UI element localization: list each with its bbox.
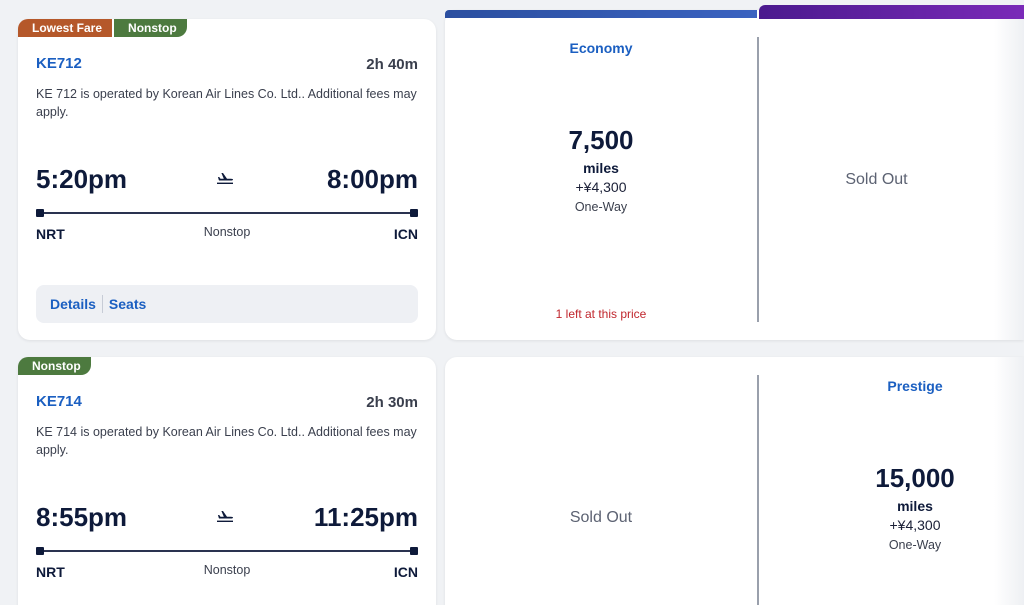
- flight-card-ke712: Lowest Fare Nonstop KE712 2h 40m KE 712 …: [18, 19, 436, 340]
- operator-note: KE 714 is operated by Korean Air Lines C…: [36, 425, 417, 457]
- airplane-icon: [217, 173, 233, 184]
- miles-amount: 7,500: [568, 125, 634, 155]
- miles-unit: miles: [583, 160, 619, 176]
- prestige-fare-ke714[interactable]: Prestige 15,000 miles +¥4,300 One-Way: [759, 357, 1024, 605]
- seats-remaining-warning: 1 left at this price: [555, 307, 647, 321]
- flight-actions-bar: Details Seats: [36, 285, 418, 323]
- scroll-fade: [994, 19, 1024, 340]
- lowest-fare-badge: Lowest Fare: [18, 19, 113, 37]
- fare-panel-2: [445, 357, 1024, 605]
- destination-marker: [410, 547, 418, 555]
- fare-divider: [757, 375, 759, 605]
- prestige-fare-ke712: Sold Out: [759, 19, 994, 340]
- arrival-time: 11:25pm: [313, 502, 418, 532]
- origin-airport: NRT: [36, 564, 65, 580]
- miles-amount: 15,000: [875, 463, 955, 493]
- sold-out-label: Sold Out: [845, 171, 908, 188]
- badge-group: Lowest Fare Nonstop: [18, 19, 187, 37]
- flight-duration: 2h 40m: [366, 56, 418, 73]
- tax-fee: +¥4,300: [575, 179, 627, 195]
- cabin-label-economy: Economy: [569, 40, 633, 56]
- economy-fare-ke714: Sold Out: [445, 357, 757, 605]
- origin-marker: [36, 209, 44, 217]
- flight-number-link[interactable]: KE714: [36, 393, 82, 410]
- destination-marker: [410, 209, 418, 217]
- departure-time: 5:20pm: [36, 164, 128, 194]
- origin-marker: [36, 547, 44, 555]
- nonstop-badge: Nonstop: [18, 357, 91, 375]
- operator-note: KE 712 is operated by Korean Air Lines C…: [36, 87, 417, 119]
- route-line: [36, 209, 418, 217]
- trip-type: One-Way: [888, 538, 942, 552]
- badge-group: Nonstop: [18, 357, 91, 375]
- nonstop-badge: Nonstop: [114, 19, 187, 37]
- stops-label: Nonstop: [203, 563, 251, 577]
- economy-cabin-bar: [445, 10, 757, 18]
- origin-airport: NRT: [36, 226, 65, 242]
- seats-link[interactable]: Seats: [108, 296, 147, 312]
- destination-airport: ICN: [393, 226, 418, 242]
- arrival-time: 8:00pm: [326, 164, 418, 194]
- route-line: [36, 547, 418, 555]
- scroll-fade: [994, 357, 1024, 605]
- details-link[interactable]: Details: [50, 296, 96, 312]
- flight-card-ke714: Nonstop KE714 2h 30m KE 714 is operated …: [18, 357, 436, 605]
- flight-number-link[interactable]: KE712: [36, 55, 82, 72]
- destination-airport: ICN: [393, 564, 418, 580]
- departure-time: 8:55pm: [36, 502, 128, 532]
- economy-fare-ke712[interactable]: Economy 7,500 miles +¥4,300 One-Way 1 le…: [445, 19, 757, 340]
- fare-panel-1: [445, 10, 1024, 340]
- trip-type: One-Way: [574, 200, 628, 214]
- miles-unit: miles: [897, 498, 933, 514]
- sold-out-label: Sold Out: [569, 509, 633, 526]
- tax-fee: +¥4,300: [889, 517, 941, 533]
- action-divider: [101, 295, 103, 313]
- flight-duration: 2h 30m: [366, 394, 418, 411]
- fare-divider: [757, 37, 759, 322]
- prestige-cabin-bar: [759, 5, 1024, 19]
- cabin-label-prestige: Prestige: [887, 378, 943, 394]
- stops-label: Nonstop: [203, 225, 251, 239]
- airplane-icon: [217, 511, 233, 522]
